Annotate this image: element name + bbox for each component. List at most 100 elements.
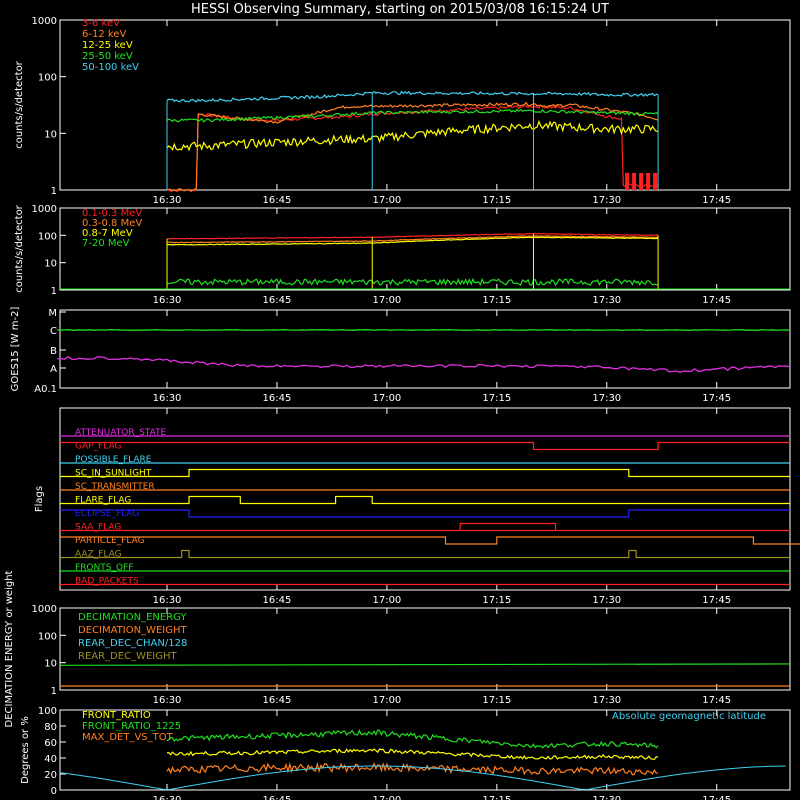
panel-flags-frame <box>59 407 791 591</box>
panel-goes-ylabel: GOES15 [W m-2] <box>10 307 21 392</box>
time-tick-label: 17:15 <box>482 195 511 206</box>
flag-label: POSSIBLE_FLARE <box>75 455 152 465</box>
legend-entry: 12-25 keV <box>82 40 133 51</box>
flag-label: AAZ_FLAG <box>75 550 122 560</box>
time-tick-label: 17:30 <box>592 393 621 404</box>
time-tick-label: 17:45 <box>702 795 731 800</box>
series-line <box>57 329 791 331</box>
y-tick-label: 1 <box>51 686 57 697</box>
legend-entry: FRONT_RATIO <box>82 710 151 721</box>
flag-line <box>60 536 800 545</box>
time-tick-label: 17:30 <box>592 695 621 706</box>
window-edge <box>532 93 659 190</box>
legend-entry: DECIMATION_WEIGHT <box>78 625 187 636</box>
window-edge <box>166 233 659 290</box>
time-tick-label: 16:45 <box>263 393 292 404</box>
panel-flags-ylabel: Flags <box>34 486 45 512</box>
series-line <box>166 761 659 776</box>
series-line <box>166 236 659 246</box>
flag-line <box>60 468 790 478</box>
y-tick-label: B <box>50 346 57 357</box>
time-tick-label: 17:45 <box>702 295 731 306</box>
series-line <box>57 355 791 373</box>
legend-entry: REAR_DEC_WEIGHT <box>78 651 177 662</box>
time-tick-label: 17:00 <box>372 295 401 306</box>
panel-counts-low-ylabel: counts/s/detector <box>14 60 25 148</box>
panel-counts-high-frame <box>59 207 791 291</box>
series-line <box>166 101 659 192</box>
window-edge <box>166 92 373 190</box>
y-tick-label: 10 <box>44 129 57 140</box>
panel-decimation-ylabel: DECIMATION ENERGY or weight <box>4 570 15 727</box>
geomagnetic-latitude-line <box>59 765 786 791</box>
legend-entry: 0.8-7 MeV <box>82 228 133 239</box>
chart-title: HESSI Observing Summary, starting on 201… <box>191 2 609 17</box>
legend-entry: 6-12 keV <box>82 29 126 40</box>
flag-label: SC_TRANSMITTER <box>75 482 155 492</box>
series-line <box>166 728 659 749</box>
y-tick-label: A0.1 <box>34 384 57 395</box>
flag-line <box>60 522 790 532</box>
flag-label: FLARE_FLAG <box>75 496 131 506</box>
y-tick-label: 100 <box>38 631 57 642</box>
time-tick-label: 17:00 <box>372 393 401 404</box>
time-tick-label: 16:45 <box>263 795 292 800</box>
y-tick-label: 1000 <box>32 204 57 215</box>
panel-counts-low-frame <box>59 19 791 191</box>
time-tick-label: 16:45 <box>263 695 292 706</box>
flag-line <box>60 441 790 451</box>
legend-entry: FRONT_RATIO_1225 <box>82 721 181 732</box>
time-tick-label: 17:00 <box>372 195 401 206</box>
panel-counts-high-ylabel: counts/s/detector <box>14 204 25 292</box>
flag-line <box>60 495 790 505</box>
time-tick-label: 16:30 <box>153 295 182 306</box>
time-tick-label: 16:30 <box>153 393 182 404</box>
red-burst-bar <box>646 172 651 190</box>
time-tick-label: 16:30 <box>153 195 182 206</box>
legend-entry: 50-100 keV <box>82 62 139 73</box>
legend-entry: MAX_DET_VS_TOT <box>82 732 174 743</box>
legend-entry: 25-50 keV <box>82 51 133 62</box>
red-burst-bar <box>625 172 630 190</box>
y-tick-label: 1 <box>51 286 57 297</box>
red-burst-bar <box>632 172 637 190</box>
flag-label: FRONTS_OFF <box>75 563 133 573</box>
series-line <box>166 235 659 244</box>
time-tick-label: 17:00 <box>372 595 401 606</box>
flag-line <box>60 509 790 518</box>
legend-entry: DECIMATION_ENERGY <box>78 612 187 623</box>
time-tick-label: 16:45 <box>263 295 292 306</box>
time-tick-label: 17:45 <box>702 195 731 206</box>
time-tick-label: 17:30 <box>592 195 621 206</box>
time-tick-label: 17:30 <box>592 795 621 800</box>
time-tick-label: 17:00 <box>372 695 401 706</box>
legend-entry: 0.1-0.3 MeV <box>82 208 142 219</box>
time-tick-label: 17:45 <box>702 595 731 606</box>
time-tick-label: 16:45 <box>263 195 292 206</box>
legend-entry: 0.3-0.8 MeV <box>82 218 142 229</box>
flag-label: SC_IN_SUNLIGHT <box>75 469 152 479</box>
time-tick-label: 17:15 <box>482 393 511 404</box>
y-tick-label: 60 <box>44 738 57 749</box>
red-burst-bar <box>653 172 658 190</box>
y-tick-label: C <box>50 326 57 337</box>
time-tick-label: 17:45 <box>702 695 731 706</box>
time-tick-label: 17:15 <box>482 595 511 606</box>
ratios-annotation: Absolute geomagnetic latitude <box>612 711 766 722</box>
panel-decimation-frame <box>59 607 791 691</box>
flag-label: BAD_PACKETS <box>75 577 139 587</box>
y-tick-label: 10 <box>44 659 57 670</box>
panel-goes-frame <box>59 309 791 389</box>
time-tick-label: 17:30 <box>592 295 621 306</box>
y-tick-label: 1 <box>51 186 57 197</box>
y-tick-label: A <box>50 364 57 375</box>
y-tick-label: 100 <box>38 73 57 84</box>
y-tick-label: 100 <box>38 231 57 242</box>
time-tick-label: 17:30 <box>592 595 621 606</box>
legend-entry: REAR_DEC_CHAN/128 <box>78 638 187 649</box>
time-tick-label: 17:00 <box>372 795 401 800</box>
time-tick-label: 17:45 <box>702 393 731 404</box>
time-tick-label: 17:15 <box>482 695 511 706</box>
